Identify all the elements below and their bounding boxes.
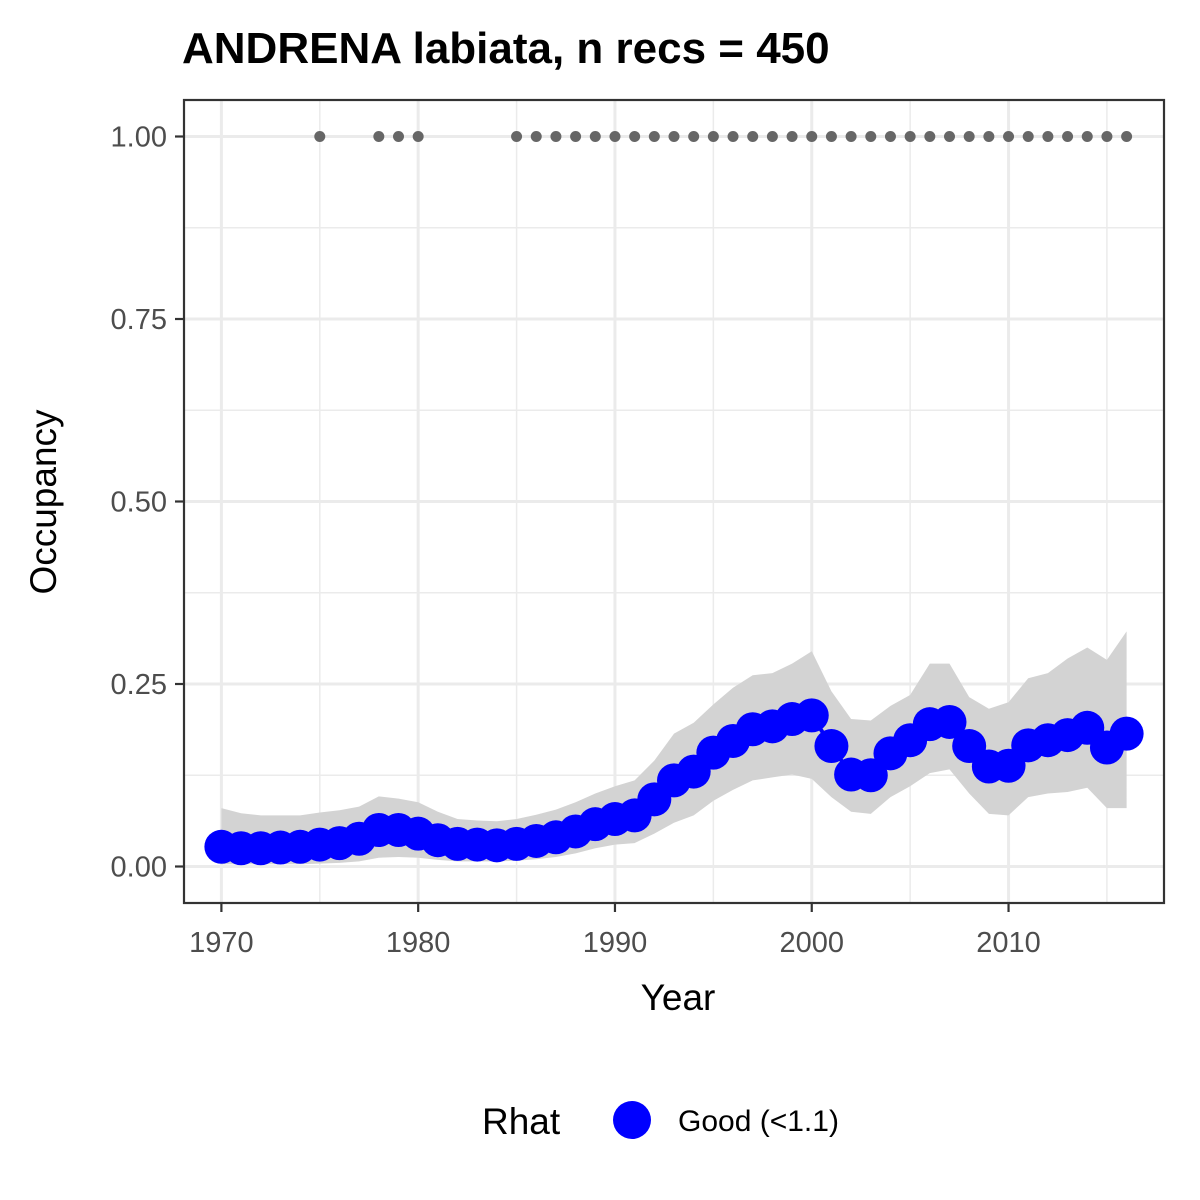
x-axis-title: Year xyxy=(641,977,716,1018)
occupancy-point xyxy=(932,704,967,739)
chart-title: ANDRENA labiata, n recs = 450 xyxy=(182,24,830,73)
x-tick-label: 2010 xyxy=(976,927,1041,959)
x-tick-label: 1980 xyxy=(386,927,451,959)
record-point xyxy=(924,131,936,142)
record-point xyxy=(983,131,995,142)
record-point xyxy=(865,131,877,142)
record-point xyxy=(668,131,680,142)
record-point xyxy=(373,131,385,142)
record-points-layer xyxy=(314,131,1133,142)
y-axis-title: Occupancy xyxy=(23,409,64,595)
occupancy-point xyxy=(853,758,888,793)
record-point xyxy=(629,131,641,142)
record-point xyxy=(747,131,759,142)
legend-title: Rhat xyxy=(482,1101,561,1142)
record-point xyxy=(648,131,660,142)
record-point xyxy=(511,131,523,142)
record-point xyxy=(904,131,916,142)
record-point xyxy=(786,131,798,142)
record-point xyxy=(1101,131,1113,142)
record-point xyxy=(963,131,975,142)
record-point xyxy=(727,131,739,142)
x-tick-label: 1990 xyxy=(583,927,648,959)
confidence-ribbon xyxy=(221,631,1127,865)
occupancy-points-layer xyxy=(204,698,1144,866)
record-point xyxy=(609,131,621,142)
record-point xyxy=(1081,131,1093,142)
x-tick-label: 1970 xyxy=(189,927,254,959)
y-tick-label: 0.50 xyxy=(111,487,167,519)
record-point xyxy=(944,131,956,142)
record-point xyxy=(1003,131,1015,142)
x-tick-label: 2000 xyxy=(779,927,844,959)
y-tick-label: 0.25 xyxy=(111,669,167,701)
record-point xyxy=(1042,131,1054,142)
record-point xyxy=(688,131,700,142)
y-tick-label: 0.75 xyxy=(111,304,167,336)
y-tick-labels: 0.00 0.25 0.50 0.75 1.00 xyxy=(111,122,167,884)
legend-key-good xyxy=(613,1101,651,1139)
axis-ticks xyxy=(175,135,1010,912)
confidence-ribbon-layer xyxy=(221,631,1127,865)
record-point xyxy=(884,131,896,142)
record-point xyxy=(825,131,837,142)
record-point xyxy=(1022,131,1034,142)
occupancy-point xyxy=(1109,716,1144,751)
record-point xyxy=(766,131,778,142)
record-point xyxy=(1062,131,1074,142)
record-point xyxy=(530,131,542,142)
legend-label-good: Good (<1.1) xyxy=(678,1105,839,1138)
x-tick-labels: 1970 1980 1990 2000 2010 xyxy=(189,927,1041,959)
record-point xyxy=(550,131,562,142)
occupancy-point xyxy=(814,729,849,764)
legend: Rhat Good (<1.1) xyxy=(482,1101,839,1142)
y-tick-label: 1.00 xyxy=(111,122,167,154)
record-point xyxy=(806,131,818,142)
record-point xyxy=(570,131,582,142)
y-tick-label: 0.00 xyxy=(111,852,167,884)
record-point xyxy=(392,131,404,142)
record-point xyxy=(845,131,857,142)
occupancy-point xyxy=(794,698,829,733)
record-point xyxy=(314,131,326,142)
record-point xyxy=(1121,131,1133,142)
record-point xyxy=(589,131,601,142)
record-point xyxy=(707,131,719,142)
record-point xyxy=(412,131,424,142)
